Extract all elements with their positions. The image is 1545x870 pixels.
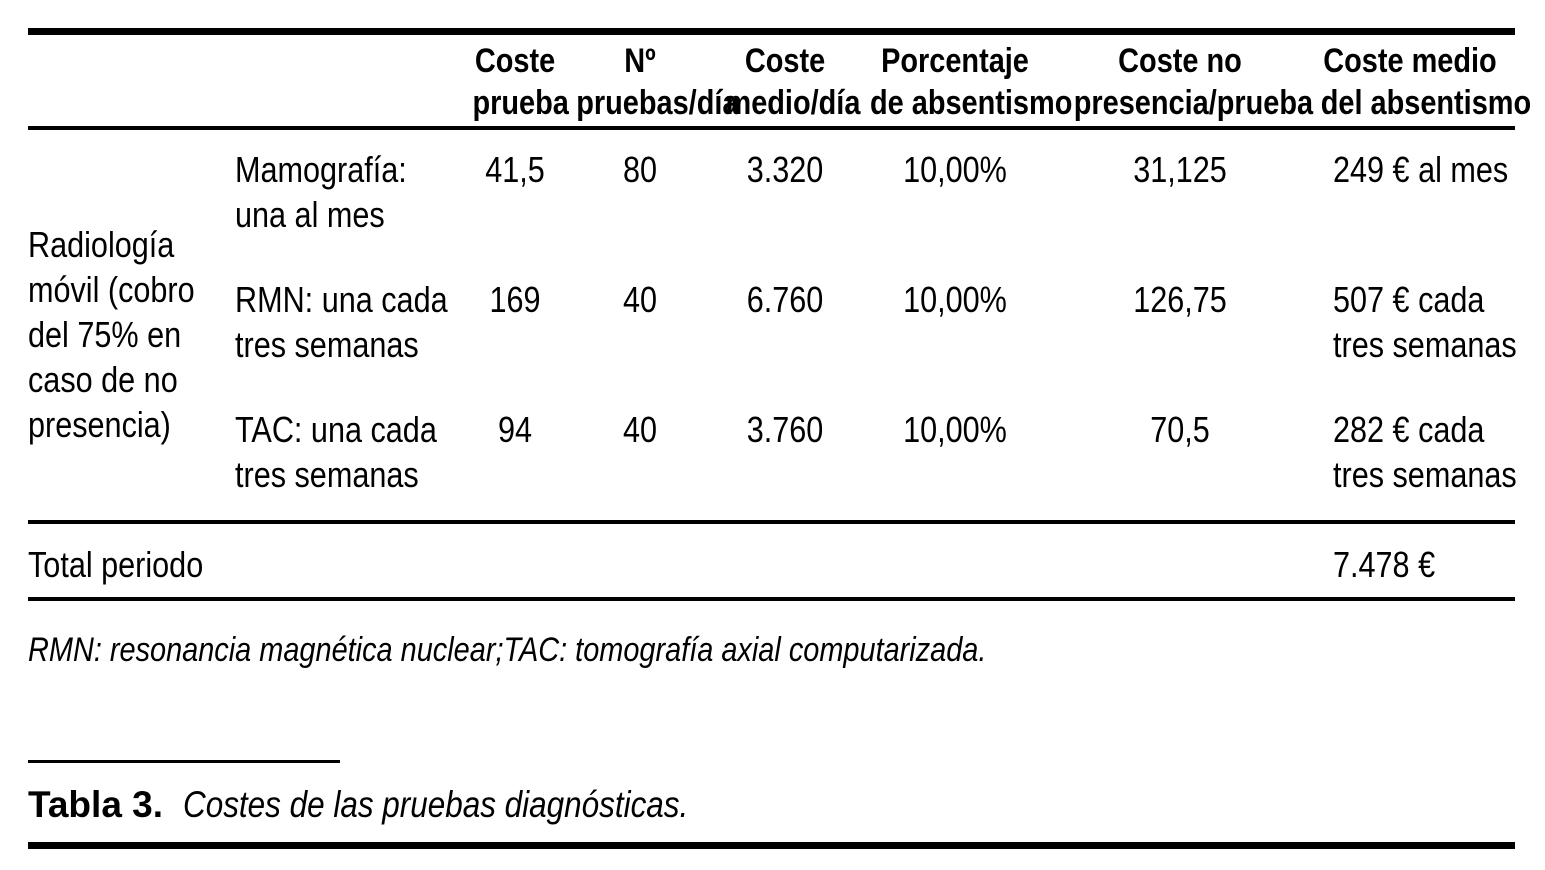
col-header-porcentaje-absentismo-label: Porcentaje de absentismo <box>870 42 1073 122</box>
cell-coste-prueba: 41,5 <box>465 129 565 259</box>
cell-coste-medio-absentismo: 282 € cada tres semanas <box>1305 389 1517 520</box>
table-bottom-rule <box>28 842 1515 849</box>
cell-value: 169 <box>489 279 541 320</box>
cell-coste-medio-absentismo: 507 € cada tres semanas <box>1305 259 1517 389</box>
col-header-porcentaje-absentismo: Porcentaje de absentismo <box>855 40 1073 124</box>
cell-n-pruebas-dia: 40 <box>565 259 715 389</box>
col-header-coste-medio-dia: Coste medio/día <box>715 40 861 124</box>
cell-value: 10,00% <box>903 149 1007 190</box>
cell-value: 3.760 <box>746 409 824 450</box>
table-body: Radiología móvil (cobro del 75% en caso … <box>28 129 1517 520</box>
total-bottom-rule <box>28 597 1515 601</box>
col-header-n-pruebas-dia: Nº pruebas/día <box>565 40 739 124</box>
cell-coste-prueba: 94 <box>465 389 565 520</box>
cell-value: 10,00% <box>903 279 1007 320</box>
cell-coste-medio-dia: 3.320 <box>715 129 855 259</box>
cell-value: 507 € cada tres semanas <box>1333 279 1517 365</box>
cell-value: 3.320 <box>746 149 824 190</box>
table-top-rule <box>28 28 1515 35</box>
cell-coste-medio-dia: 6.760 <box>715 259 855 389</box>
table-header-row: Coste prueba Nº pruebas/día Coste medio/… <box>28 40 1532 124</box>
table-caption-label: Tabla 3. <box>28 784 164 825</box>
total-value: 7.478 € <box>1333 544 1436 585</box>
cell-value: 70,5 <box>1150 409 1210 450</box>
cell-value: 41,5 <box>485 149 545 190</box>
cell-value: 282 € cada tres semanas <box>1333 409 1517 495</box>
row-name-tac: TAC: una cada tres semanas <box>235 389 465 520</box>
col-header-coste-no-presencia: Coste no presencia/prueba <box>1055 40 1314 124</box>
col-header-coste-prueba-label: Coste prueba <box>472 42 569 122</box>
col-header-coste-prueba: Coste prueba <box>465 40 569 124</box>
header-rule <box>28 126 1515 130</box>
col-header-coste-no-presencia-label: Coste no presencia/prueba <box>1073 42 1314 122</box>
col-header-coste-medio-dia-label: Coste medio/día <box>725 42 861 122</box>
cell-coste-no-presencia: 70,5 <box>1055 389 1305 520</box>
cell-value: 6.760 <box>746 279 824 320</box>
table-footnote-row: RMN: resonancia magnética nuclear;TAC: t… <box>28 628 1515 672</box>
total-label: Total periodo <box>28 544 204 585</box>
cell-value: 249 € al mes <box>1333 149 1509 190</box>
cell-coste-no-presencia: 31,125 <box>1055 129 1305 259</box>
table-footnote: RMN: resonancia magnética nuclear;TAC: t… <box>28 631 987 669</box>
cell-value: 40 <box>622 279 658 320</box>
row-name-rmn: RMN: una cada tres semanas <box>235 259 465 389</box>
cell-value: 10,00% <box>903 409 1007 450</box>
total-label-cell: Total periodo <box>28 524 465 597</box>
table-caption-text: Costes de las pruebas diagnósticas. <box>183 784 689 825</box>
row-group-label-text: Radiología móvil (cobro del 75% en caso … <box>28 224 195 445</box>
col-header-n-pruebas-dia-label: Nº pruebas/día <box>576 42 739 122</box>
cell-value: 126,75 <box>1133 279 1227 320</box>
cell-coste-medio-absentismo: 249 € al mes <box>1305 129 1515 259</box>
cell-value: 31,125 <box>1133 149 1227 190</box>
cell-value: 80 <box>622 149 658 190</box>
cell-porcentaje-absentismo: 10,00% <box>855 389 1055 520</box>
cell-n-pruebas-dia: 40 <box>565 389 715 520</box>
row-name-text: RMN: una cada tres semanas <box>235 279 448 365</box>
table-caption: Tabla 3. Costes de las pruebas diagnósti… <box>28 782 1515 828</box>
row-name-mamografia: Mamografía: una al mes <box>235 129 465 259</box>
col-header-coste-medio-absentismo-label: Coste medio del absentismo <box>1320 42 1532 122</box>
row-group-label: Radiología móvil (cobro del 75% en caso … <box>28 129 235 520</box>
total-top-rule <box>28 520 1515 524</box>
row-name-text: TAC: una cada tres semanas <box>235 409 437 495</box>
total-value-cell: 7.478 € <box>1305 524 1515 597</box>
cell-porcentaje-absentismo: 10,00% <box>855 259 1055 389</box>
cell-n-pruebas-dia: 80 <box>565 129 715 259</box>
total-row: Total periodo 7.478 € <box>28 524 1515 597</box>
caption-separator-rule <box>28 760 340 763</box>
row-name-text: Mamografía: una al mes <box>235 149 407 235</box>
cell-value: 94 <box>497 409 533 450</box>
cell-coste-medio-dia: 3.760 <box>715 389 855 520</box>
col-header-coste-medio-absentismo: Coste medio del absentismo <box>1305 40 1532 124</box>
cell-coste-no-presencia: 126,75 <box>1055 259 1305 389</box>
cell-porcentaje-absentismo: 10,00% <box>855 129 1055 259</box>
cell-value: 40 <box>622 409 658 450</box>
cell-coste-prueba: 169 <box>465 259 565 389</box>
